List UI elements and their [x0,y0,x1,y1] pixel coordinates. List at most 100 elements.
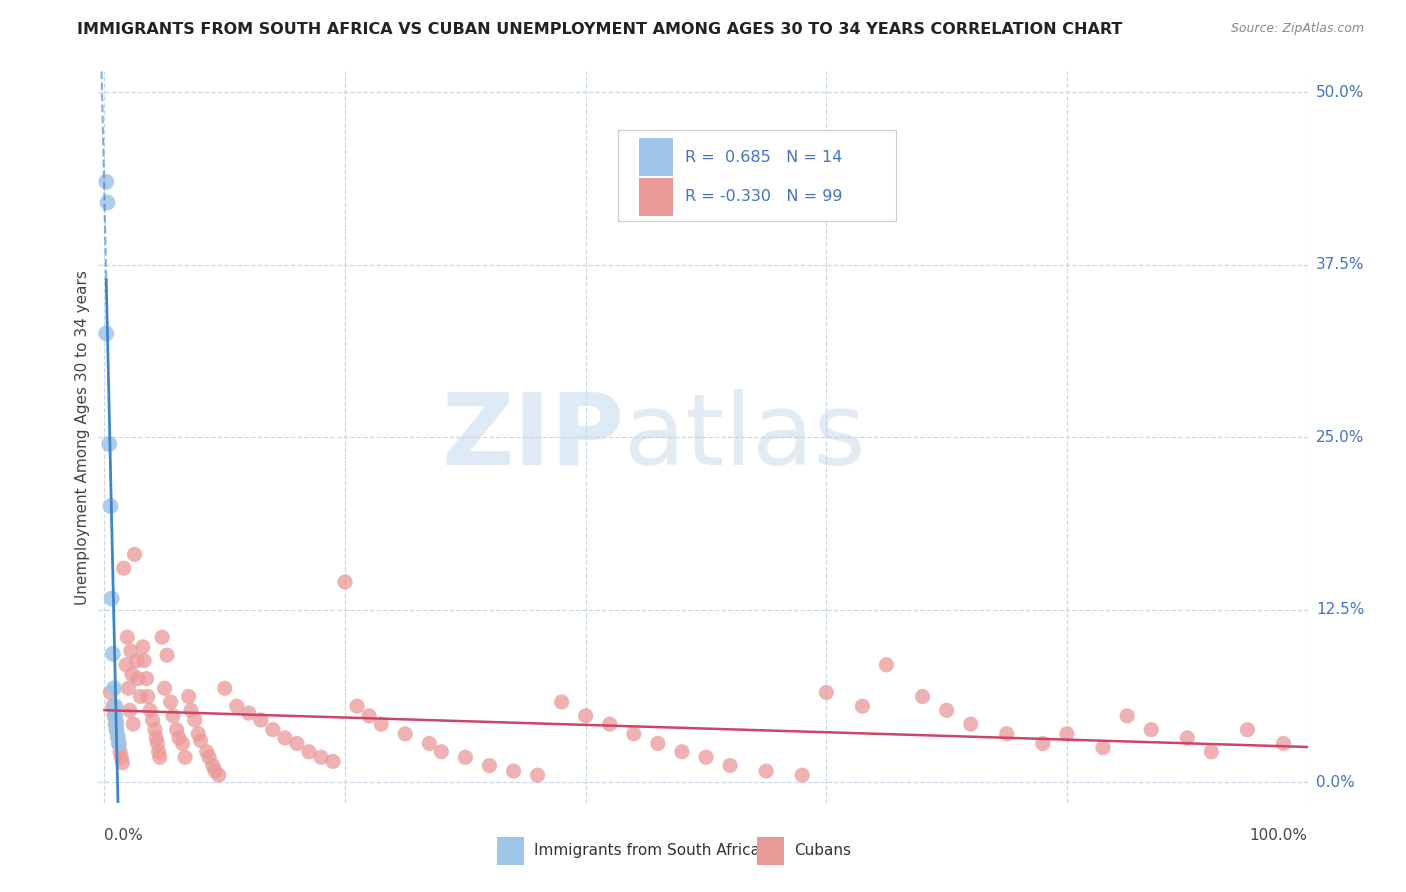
Point [718,758,741,772]
Point [132,640,155,654]
Point [162,709,184,723]
Point [526,768,548,782]
Point [359,709,381,723]
Point [671,745,693,759]
Point [346,699,368,714]
Text: Immigrants from South Africa: Immigrants from South Africa [534,843,759,858]
Point [370,717,392,731]
FancyBboxPatch shape [638,178,673,216]
Point [150,630,173,644]
Point [187,727,209,741]
Point [118,703,141,717]
Text: IMMIGRANTS FROM SOUTH AFRICA VS CUBAN UNEMPLOYMENT AMONG AGES 30 TO 34 YEARS COR: IMMIGRANTS FROM SOUTH AFRICA VS CUBAN UN… [77,22,1123,37]
Point [108,745,131,759]
Point [333,574,356,589]
Point [430,745,453,759]
Point [1201,745,1223,759]
Point [124,548,146,562]
Point [96,195,118,210]
Text: 0.0%: 0.0% [1316,774,1354,789]
Point [214,681,236,696]
Point [115,657,138,672]
Point [285,736,308,750]
Point [159,695,181,709]
Point [105,723,128,737]
Point [129,690,152,704]
Text: Cubans: Cubans [793,843,851,858]
Point [103,709,125,723]
Point [108,736,131,750]
Point [153,681,176,696]
Point [478,758,501,772]
Point [172,736,194,750]
Point [108,736,131,750]
Point [107,730,129,744]
Point [851,699,873,714]
Point [309,750,332,764]
Point [166,723,188,737]
FancyBboxPatch shape [758,838,785,865]
Point [101,647,124,661]
Point [792,768,814,782]
Point [815,685,838,699]
Point [134,654,156,668]
Point [148,745,170,759]
Point [935,703,957,717]
Point [143,723,166,737]
Point [418,736,440,750]
Point [100,499,122,513]
Text: ZIP: ZIP [441,389,624,485]
Point [225,699,247,714]
Point [1116,709,1139,723]
Point [122,717,145,731]
Point [1140,723,1163,737]
Point [1032,736,1054,750]
Text: Source: ZipAtlas.com: Source: ZipAtlas.com [1230,22,1364,36]
Point [105,723,128,737]
Text: 50.0%: 50.0% [1316,85,1364,100]
Point [454,750,477,764]
Point [117,630,139,644]
Text: atlas: atlas [624,389,866,485]
Text: 100.0%: 100.0% [1250,828,1308,843]
Point [112,561,135,575]
Y-axis label: Unemployment Among Ages 30 to 34 years: Unemployment Among Ages 30 to 34 years [75,269,90,605]
Point [177,690,200,704]
Point [145,731,167,745]
Point [135,672,157,686]
Point [298,745,321,759]
Point [394,727,416,741]
Point [96,175,118,189]
Point [110,750,132,764]
Point [183,713,205,727]
Point [647,736,669,750]
Point [104,699,127,714]
Point [104,717,127,731]
Point [117,681,139,696]
Point [695,750,717,764]
FancyBboxPatch shape [638,138,673,176]
Point [911,690,934,704]
Point [100,591,122,606]
Point [1175,731,1198,745]
Point [101,699,124,714]
Point [322,755,344,769]
Point [1236,723,1258,737]
Point [208,768,231,782]
FancyBboxPatch shape [498,838,524,865]
Point [156,648,179,662]
Point [204,764,226,778]
Text: 25.0%: 25.0% [1316,430,1364,444]
Point [875,657,897,672]
FancyBboxPatch shape [619,130,897,221]
Text: 0.0%: 0.0% [104,828,143,843]
Point [146,736,169,750]
Point [139,703,162,717]
Point [111,756,134,770]
Point [127,672,149,686]
Point [274,731,297,745]
Point [136,690,159,704]
Point [104,709,127,723]
Point [599,717,621,731]
Point [755,764,778,778]
